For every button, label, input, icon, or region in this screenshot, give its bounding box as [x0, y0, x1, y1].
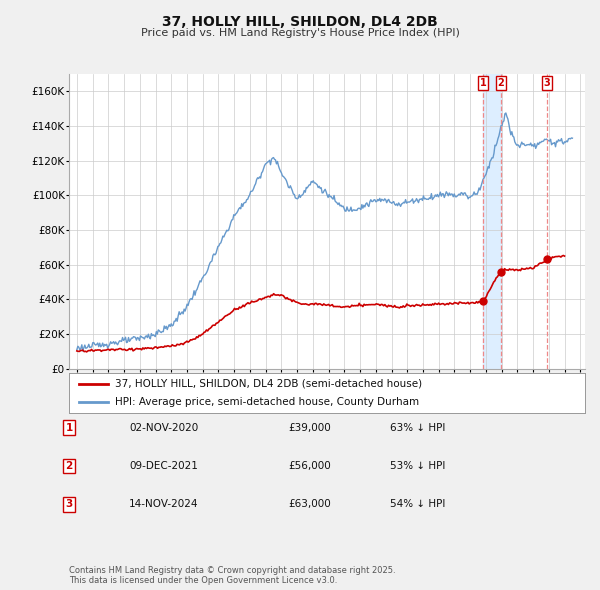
Bar: [484, 74, 500, 369]
Text: 14-NOV-2024: 14-NOV-2024: [129, 500, 199, 509]
Text: Contains HM Land Registry data © Crown copyright and database right 2025.
This d: Contains HM Land Registry data © Crown c…: [69, 566, 395, 585]
Text: 3: 3: [65, 500, 73, 509]
Text: 37, HOLLY HILL, SHILDON, DL4 2DB (semi-detached house): 37, HOLLY HILL, SHILDON, DL4 2DB (semi-d…: [115, 379, 422, 389]
Text: 37, HOLLY HILL, SHILDON, DL4 2DB: 37, HOLLY HILL, SHILDON, DL4 2DB: [162, 15, 438, 29]
Text: 63% ↓ HPI: 63% ↓ HPI: [390, 423, 445, 432]
Text: 09-DEC-2021: 09-DEC-2021: [129, 461, 198, 471]
Text: £39,000: £39,000: [288, 423, 331, 432]
Text: 54% ↓ HPI: 54% ↓ HPI: [390, 500, 445, 509]
Text: £63,000: £63,000: [288, 500, 331, 509]
Text: Price paid vs. HM Land Registry's House Price Index (HPI): Price paid vs. HM Land Registry's House …: [140, 28, 460, 38]
Text: 1: 1: [480, 78, 487, 88]
Text: 3: 3: [544, 78, 550, 88]
Text: 2: 2: [497, 78, 504, 88]
Text: 1: 1: [65, 423, 73, 432]
Text: £56,000: £56,000: [288, 461, 331, 471]
Text: HPI: Average price, semi-detached house, County Durham: HPI: Average price, semi-detached house,…: [115, 397, 419, 407]
Text: 53% ↓ HPI: 53% ↓ HPI: [390, 461, 445, 471]
Text: 02-NOV-2020: 02-NOV-2020: [129, 423, 198, 432]
Text: 2: 2: [65, 461, 73, 471]
